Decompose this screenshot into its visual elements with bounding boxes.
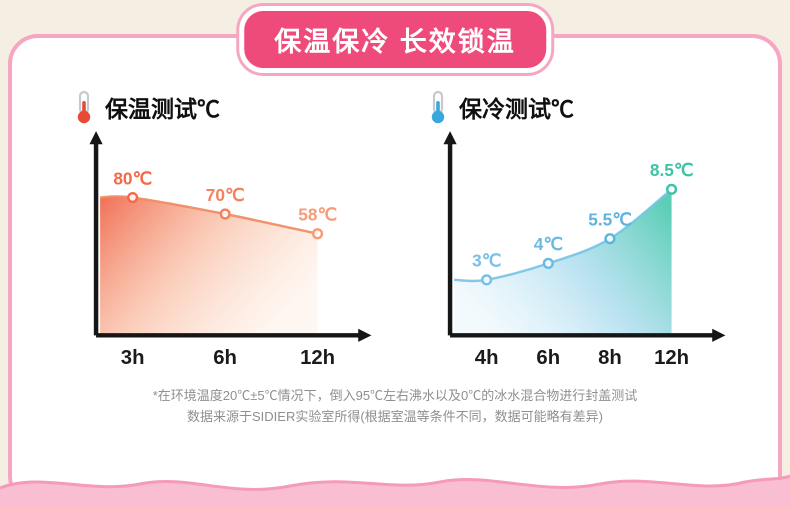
svg-text:4℃: 4℃ <box>534 234 563 254</box>
footnote: *在环境温度20℃±5℃情况下，倒入95℃左右沸水以及0℃的冰水混合物进行封盖测… <box>12 386 778 428</box>
hot-chart: 80℃ 3h 70℃ 6h 58℃ 12h <box>89 131 372 369</box>
svg-text:6h: 6h <box>536 347 560 369</box>
hot-chart-title: 保温测试℃ <box>105 96 220 122</box>
cold-chart: 3℃ 4h 4℃ 6h 5.5℃ 8h 8.5℃ 12h <box>443 131 726 369</box>
title-badge: 保温保冷 长效锁温 <box>239 6 551 73</box>
charts-row: 保温测试℃ 80℃ 3h 70℃ 6h 58℃ 12h 保冷测试℃ 3℃ 4h 4℃ 6h 5.5… <box>12 90 778 378</box>
thermometer-hot-icon <box>72 90 96 124</box>
hot-chart-block: 保温测试℃ 80℃ 3h 70℃ 6h 58℃ 12h <box>60 90 376 378</box>
svg-text:12h: 12h <box>300 347 335 369</box>
svg-text:8h: 8h <box>598 347 622 369</box>
svg-text:5.5℃: 5.5℃ <box>588 209 631 229</box>
svg-text:8.5℃: 8.5℃ <box>650 160 693 180</box>
content-card: 保温测试℃ 80℃ 3h 70℃ 6h 58℃ 12h 保冷测试℃ 3℃ 4h 4℃ 6h 5.5… <box>8 34 782 506</box>
svg-text:58℃: 58℃ <box>298 205 337 225</box>
svg-text:80℃: 80℃ <box>113 168 152 188</box>
thermometer-cold-icon <box>426 90 450 124</box>
footnote-line-2: 数据来源于SIDIER实验室所得(根据室温等条件不同，数据可能略有差异) <box>186 408 603 424</box>
cold-chart-header: 保冷测试℃ <box>426 90 730 124</box>
footnote-line-1: *在环境温度20℃±5℃情况下，倒入95℃左右沸水以及0℃的冰水混合物进行封盖测… <box>152 388 638 403</box>
svg-text:3h: 3h <box>121 347 145 369</box>
svg-text:3℃: 3℃ <box>472 251 501 271</box>
svg-text:6h: 6h <box>213 347 237 369</box>
svg-text:70℃: 70℃ <box>206 185 245 205</box>
cold-chart-block: 保冷测试℃ 3℃ 4h 4℃ 6h 5.5℃ 8h 8.5℃ 12h <box>414 90 730 378</box>
svg-text:4h: 4h <box>475 347 499 369</box>
cold-chart-title: 保冷测试℃ <box>459 96 574 122</box>
title-badge-text: 保温保冷 长效锁温 <box>274 27 516 57</box>
svg-text:12h: 12h <box>654 347 689 369</box>
bottom-wave-decoration <box>0 474 790 506</box>
hot-chart-header: 保温测试℃ <box>72 90 376 124</box>
